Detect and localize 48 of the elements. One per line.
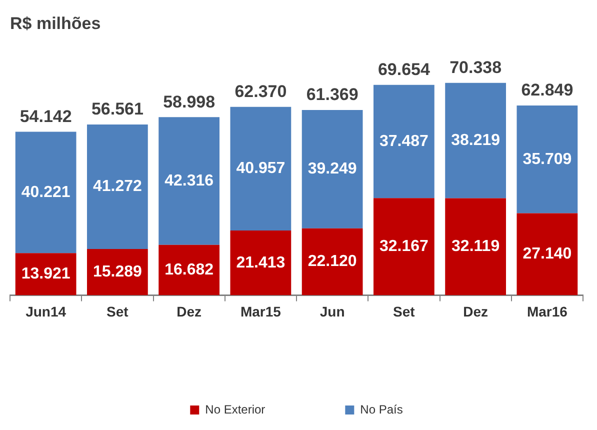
total-label: 69.654 xyxy=(378,60,430,80)
bar xyxy=(302,110,363,228)
bar xyxy=(302,228,363,296)
bar xyxy=(373,198,434,296)
x-tick-label: Mar16 xyxy=(526,303,568,320)
total-label: 58.998 xyxy=(163,92,216,112)
data-label: 40.221 xyxy=(21,184,70,201)
data-label: 39.249 xyxy=(308,160,357,178)
total-label: 62.370 xyxy=(234,82,287,102)
data-label: 13.921 xyxy=(21,266,70,283)
total-label: 54.142 xyxy=(20,106,72,126)
data-label: 15.289 xyxy=(92,264,142,281)
x-tick-label: Dez xyxy=(176,303,202,320)
data-label: 21.413 xyxy=(236,254,286,272)
bar xyxy=(158,117,220,245)
data-label: 38.219 xyxy=(451,132,500,149)
bar xyxy=(230,230,292,296)
total-label: 56.561 xyxy=(91,100,144,119)
bar xyxy=(373,84,434,198)
legend-label: No Exterior xyxy=(205,402,266,416)
total-label: 70.338 xyxy=(450,58,502,78)
x-tick-label: Dez xyxy=(463,303,488,320)
data-label: 42.316 xyxy=(164,172,214,190)
bar xyxy=(516,105,578,214)
legend-label: No País xyxy=(360,402,403,416)
total-label: 62.849 xyxy=(521,80,574,100)
bar xyxy=(516,213,578,296)
x-tick-label: Jun xyxy=(320,303,345,320)
chart-title: R$ milhões xyxy=(10,14,101,33)
data-label: 16.682 xyxy=(164,261,214,278)
data-label: 22.120 xyxy=(308,253,357,270)
data-label: 37.487 xyxy=(379,132,429,150)
data-label: 32.167 xyxy=(379,238,429,256)
bar xyxy=(86,124,148,250)
x-tick-label: Set xyxy=(106,303,129,320)
bar xyxy=(230,106,292,231)
bar xyxy=(445,198,506,296)
x-tick-label: Mar15 xyxy=(240,303,282,320)
total-label: 61.369 xyxy=(306,85,358,104)
x-tick-label: Jun14 xyxy=(26,303,66,320)
x-tick-label: Set xyxy=(393,303,416,320)
data-label: 40.957 xyxy=(236,160,286,178)
data-label: 27.140 xyxy=(522,246,572,263)
bar xyxy=(445,82,506,198)
data-label: 41.272 xyxy=(92,178,142,196)
bar xyxy=(15,132,76,254)
data-label: 32.119 xyxy=(452,238,500,256)
data-label: 35.709 xyxy=(522,150,572,168)
